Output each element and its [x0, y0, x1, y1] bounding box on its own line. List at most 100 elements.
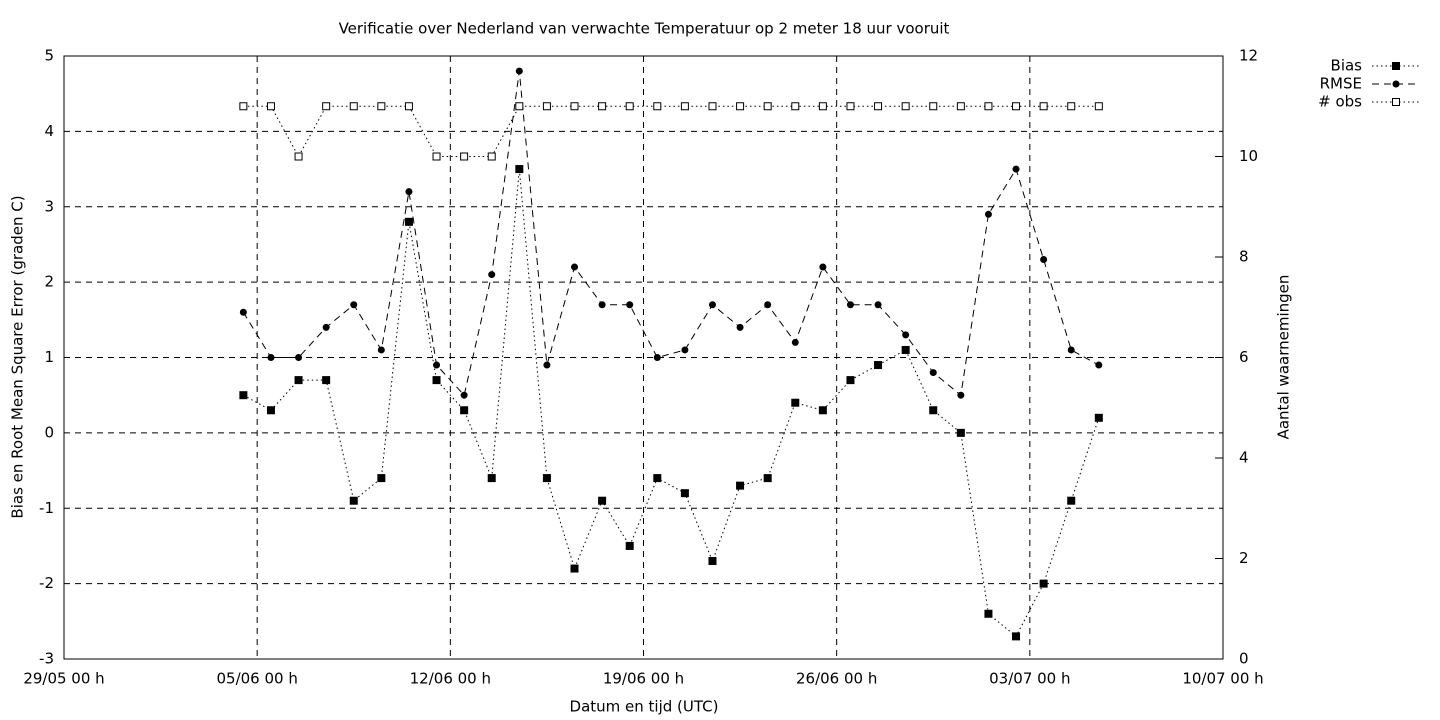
point: [901, 345, 910, 354]
y-tick-label: 3: [44, 197, 54, 215]
point: [542, 102, 551, 111]
point: [680, 489, 689, 498]
point: [1067, 346, 1075, 354]
point: [487, 474, 496, 483]
point: [902, 331, 910, 339]
point: [901, 102, 910, 111]
point: [571, 263, 579, 271]
point: [404, 217, 413, 226]
point: [818, 102, 827, 111]
point: [929, 102, 938, 111]
y2-tick-label: 6: [1239, 348, 1249, 366]
point: [570, 564, 579, 573]
point: [1012, 102, 1021, 111]
point: [266, 406, 275, 415]
x-tick-label: 03/07 00 h: [989, 670, 1070, 688]
point: [763, 474, 772, 483]
point: [1012, 632, 1021, 641]
point: [598, 301, 606, 309]
y-tick-label: 5: [44, 47, 54, 65]
point: [625, 102, 634, 111]
point: [349, 102, 358, 111]
point: [1067, 102, 1076, 111]
point: [791, 338, 799, 346]
y-tick-label: 1: [44, 348, 54, 366]
point: [874, 301, 882, 309]
y-tick-label: 2: [44, 273, 54, 291]
point: [736, 323, 744, 331]
point: [460, 406, 469, 415]
point: [708, 102, 717, 111]
point: [239, 308, 247, 316]
x-axis-label: Datum en tijd (UTC): [570, 698, 719, 716]
legend-label: RMSE: [1320, 75, 1362, 93]
series-line: [243, 169, 1100, 638]
point: [929, 406, 938, 415]
y-tick-label: -1: [39, 499, 54, 517]
legend-marker: [1392, 98, 1400, 106]
point: [874, 102, 883, 111]
point: [294, 376, 303, 385]
point: [377, 102, 386, 111]
point: [570, 102, 579, 111]
y-tick-label: 4: [44, 122, 54, 140]
point: [819, 263, 827, 271]
point: [984, 102, 993, 111]
x-tick-label: 12/06 00 h: [410, 670, 491, 688]
point: [1094, 413, 1103, 422]
point: [846, 301, 854, 309]
point: [542, 474, 551, 483]
point: [984, 609, 993, 618]
point: [653, 354, 661, 361]
y2-tick-label: 2: [1239, 549, 1249, 567]
x-tick-label: 29/05 00 h: [23, 670, 104, 688]
point: [598, 102, 607, 111]
point: [295, 354, 303, 361]
legend-marker: [1392, 62, 1400, 70]
y2-tick-label: 12: [1239, 47, 1258, 65]
x-tick-label: 26/06 00 h: [796, 670, 877, 688]
chart-title: Verificatie over Nederland van verwachte…: [339, 20, 950, 38]
legend-marker: [1392, 80, 1400, 88]
plot-border: [63, 55, 1224, 660]
point: [681, 346, 689, 354]
point: [653, 102, 662, 111]
point: [736, 102, 745, 111]
point: [984, 210, 992, 218]
point: [404, 102, 413, 111]
point: [626, 301, 634, 309]
point: [708, 301, 716, 309]
point: [791, 398, 800, 407]
point: [956, 428, 965, 437]
y2-tick-label: 8: [1239, 248, 1249, 266]
point: [736, 481, 745, 490]
point: [1039, 102, 1048, 111]
legend-label: # obs: [1318, 93, 1362, 111]
y2-axis-label: Aantal waarnemingen: [1275, 275, 1293, 440]
y2-tick-label: 4: [1239, 449, 1249, 467]
point: [818, 406, 827, 415]
point: [764, 301, 772, 309]
point: [846, 102, 855, 111]
point: [1067, 496, 1076, 505]
point: [239, 102, 248, 111]
point: [488, 271, 496, 279]
point: [1039, 579, 1048, 588]
point: [377, 474, 386, 483]
x-tick-label: 05/06 00 h: [216, 670, 297, 688]
point: [350, 301, 358, 309]
point: [957, 391, 965, 399]
point: [874, 361, 883, 370]
series-line: [242, 71, 1100, 397]
point: [405, 188, 413, 196]
point: [322, 102, 331, 111]
point: [846, 376, 855, 385]
point: [515, 102, 524, 111]
point: [432, 376, 441, 385]
point: [543, 361, 551, 369]
point: [1095, 361, 1103, 369]
point: [708, 557, 717, 566]
point: [377, 346, 385, 354]
y-tick-label: 0: [44, 423, 54, 441]
